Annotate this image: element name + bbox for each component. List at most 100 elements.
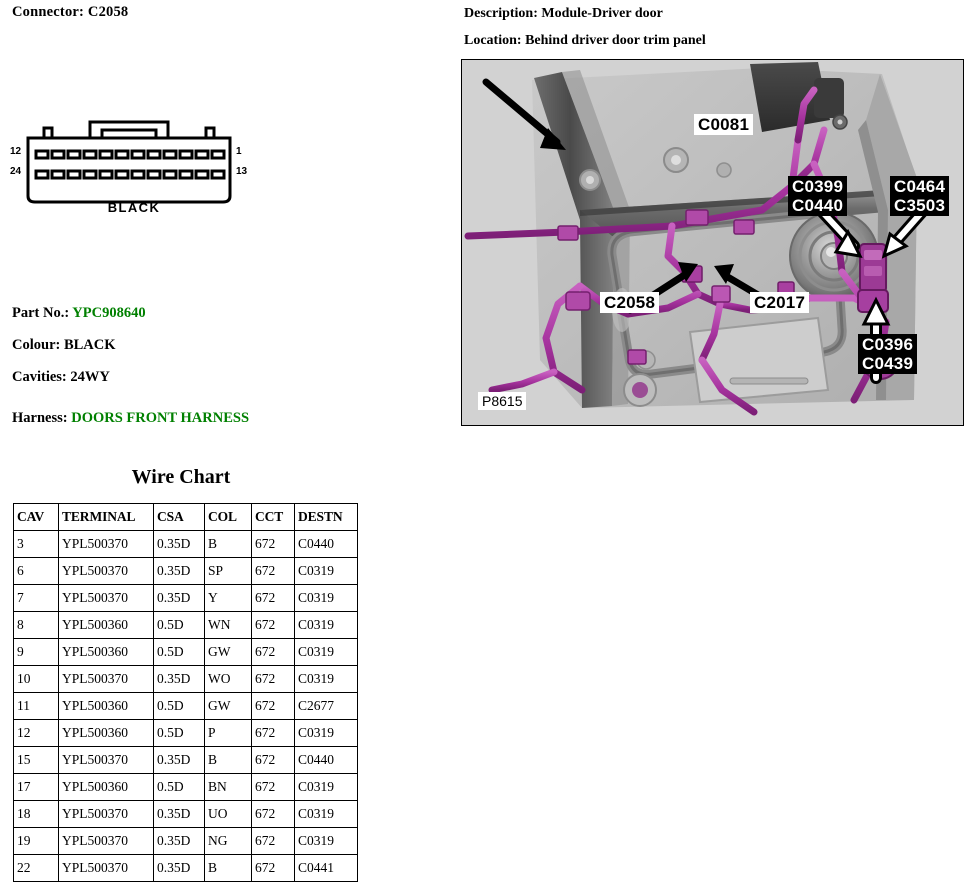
table-row: 18 YPL500370 0.35D UO 672 C0319 [13,800,358,828]
pin-row-label-bottom-right: 13 [236,166,248,177]
cell-cav: 10 [13,665,59,693]
wire-chart-table: CAV TERMINAL CSA COL CCT DESTN 3 YPL50037… [13,503,358,882]
pin-row-label-bottom-left: 24 [10,166,22,177]
callout-c0399-c0440: C0399 C0440 [788,176,848,216]
cell-col: WO [204,665,252,693]
table-row: 9 YPL500360 0.5D GW 672 C0319 [13,638,358,666]
wire-chart-body: 3 YPL500370 0.35D B 672 C0440 6 YPL500370 0.35D S… [13,530,358,882]
cell-destn: C0319 [294,827,358,855]
cell-cav: 3 [13,530,59,558]
cell-csa: 0.35D [153,584,205,612]
cell-cct: 672 [251,584,295,612]
cell-col: B [204,746,252,774]
table-header-row: CAV TERMINAL CSA COL CCT DESTN [13,503,358,531]
cell-col: BN [204,773,252,801]
cell-cct: 672 [251,854,295,882]
cell-csa: 0.35D [153,557,205,585]
cell-cct: 672 [251,800,295,828]
callout-c0081: C0081 [694,114,754,135]
callout-c2058: C2058 [600,292,660,313]
cell-terminal: YPL500360 [58,773,154,801]
cell-destn: C2677 [294,692,358,720]
cell-csa: 0.35D [153,665,205,693]
cell-col: B [204,530,252,558]
cell-cct: 672 [251,557,295,585]
cell-csa: 0.5D [153,719,205,747]
cell-csa: 0.5D [153,611,205,639]
cell-cct: 672 [251,719,295,747]
cell-csa: 0.5D [153,692,205,720]
cell-col: WN [204,611,252,639]
cell-destn: C0319 [294,665,358,693]
connector-id: C2058 [87,4,129,20]
cell-cct: 672 [251,827,295,855]
description-label: Description: [464,6,538,21]
harness-value: DOORS FRONT HARNESS [71,410,250,426]
table-row: 10 YPL500370 0.35D WO 672 C0319 [13,665,358,693]
cell-csa: 0.5D [153,773,205,801]
cell-cav: 7 [13,584,59,612]
part-number-row: Part No.: YPC908640 [12,305,146,322]
cell-col: GW [204,638,252,666]
table-row: 6 YPL500370 0.35D SP 672 C0319 [13,557,358,585]
cell-destn: C0319 [294,638,358,666]
cell-cav: 12 [13,719,59,747]
cell-cav: 18 [13,800,59,828]
table-row: 19 YPL500370 0.35D NG 672 C0319 [13,827,358,855]
cell-col: SP [204,557,252,585]
leader-arrow-c0464 [881,206,928,259]
cell-cav: 17 [13,773,59,801]
cell-destn: C0319 [294,611,358,639]
location-value: Behind driver door trim panel [525,33,706,48]
cell-destn: C0319 [294,557,358,585]
part-number-label: Part No.: [12,305,70,321]
cell-cav: 19 [13,827,59,855]
door-module-illustration: C0081 C0399 C0440 C0464 C3503 C2058 C201… [461,59,964,426]
cell-destn: C0319 [294,773,358,801]
cell-terminal: YPL500360 [58,692,154,720]
cell-cct: 672 [251,638,295,666]
location-row: Location: Behind driver door trim panel [464,33,706,49]
cell-cct: 672 [251,692,295,720]
cell-cav: 15 [13,746,59,774]
table-row: 8 YPL500360 0.5D WN 672 C0319 [13,611,358,639]
cell-terminal: YPL500370 [58,827,154,855]
callout-c2017: C2017 [750,292,810,313]
cell-cav: 22 [13,854,59,882]
cell-cav: 9 [13,638,59,666]
cell-terminal: YPL500370 [58,854,154,882]
cell-col: GW [204,692,252,720]
cell-destn: C0319 [294,800,358,828]
cell-terminal: YPL500370 [58,746,154,774]
cell-csa: 0.35D [153,800,205,828]
table-row: 22 YPL500370 0.35D B 672 C0441 [13,854,358,882]
column-header-cct: CCT [251,503,295,531]
cell-terminal: YPL500370 [58,530,154,558]
cell-col: P [204,719,252,747]
cell-cct: 672 [251,530,295,558]
pin-row-label-top-left: 12 [10,146,22,157]
cell-terminal: YPL500370 [58,584,154,612]
table-row: 17 YPL500360 0.5D BN 672 C0319 [13,773,358,801]
cell-terminal: YPL500370 [58,665,154,693]
column-header-col: COL [204,503,252,531]
cell-csa: 0.35D [153,746,205,774]
description-value: Module-Driver door [541,6,663,21]
column-header-destn: DESTN [294,503,358,531]
cell-terminal: YPL500360 [58,611,154,639]
cell-csa: 0.5D [153,638,205,666]
harness-label: Harness: [12,410,68,426]
description-row: Description: Module-Driver door [464,6,663,22]
column-header-terminal: TERMINAL [58,503,154,531]
callout-c0396-c0439: C0396 C0439 [858,334,918,374]
cell-cct: 672 [251,611,295,639]
cell-col: Y [204,584,252,612]
cell-terminal: YPL500360 [58,719,154,747]
cell-destn: C0319 [294,719,358,747]
table-row: 11 YPL500360 0.5D GW 672 C2677 [13,692,358,720]
cell-col: NG [204,827,252,855]
cell-csa: 0.35D [153,530,205,558]
cell-cav: 6 [13,557,59,585]
connector-pinout-diagram: 12 24 1 13 [8,118,268,218]
cell-csa: 0.35D [153,827,205,855]
